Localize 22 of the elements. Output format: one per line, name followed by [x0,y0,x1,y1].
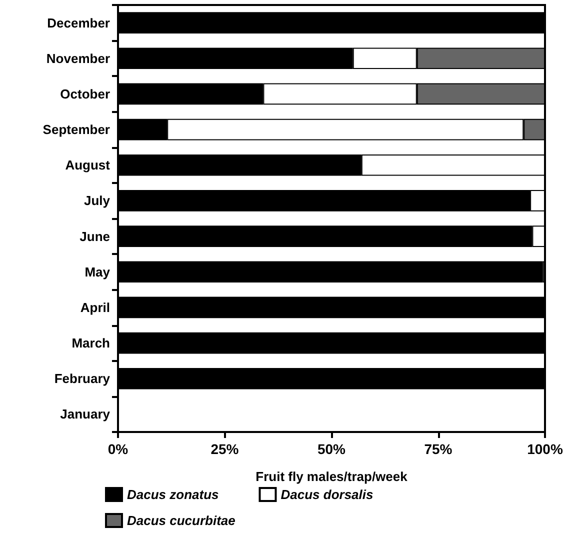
y-tick-label: November [46,50,110,66]
x-tick-label: 75% [424,441,453,457]
y-tick-label: April [80,300,110,315]
legend-label: Dacus dorsalis [280,487,374,502]
legend-label: Dacus zonatus [127,487,219,502]
x-tick-label: 100% [527,441,564,457]
y-tick-label: September [42,122,110,138]
y-tick-label: June [80,228,110,244]
x-tick-label: 0% [108,441,129,457]
y-tick-label: February [54,371,111,386]
y-tick-label: October [60,86,110,102]
y-tick-label: December [47,15,110,30]
legend-label: Dacus cucurbitae [127,513,236,528]
y-tick-label: August [65,158,111,173]
y-tick-label: March [72,336,110,351]
x-tick-label: 25% [210,441,240,457]
bar [118,261,543,283]
x-tick-label: 50% [317,441,346,457]
y-tick-label: January [60,406,111,422]
x-axis-title: Fruit fly males/trap/week [256,469,408,484]
y-tick-label: May [84,264,111,280]
y-tick-label: July [84,193,111,208]
